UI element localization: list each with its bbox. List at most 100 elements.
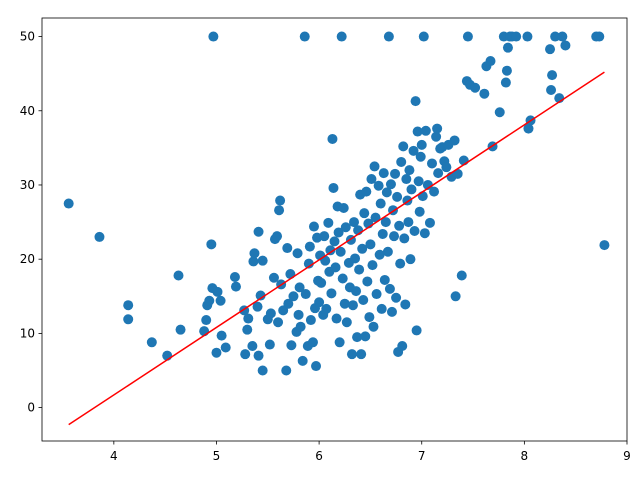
scatter-point	[295, 321, 306, 332]
scatter-point	[323, 217, 334, 228]
scatter-point	[230, 281, 241, 292]
scatter-point	[123, 314, 134, 325]
scatter-point	[413, 176, 424, 187]
scatter-point	[450, 291, 461, 302]
scatter-point	[550, 31, 561, 42]
scatter-point	[368, 321, 379, 332]
scatter-point	[300, 289, 311, 300]
x-tick-label: 4	[110, 449, 118, 463]
scatter-point	[283, 298, 294, 309]
y-tick-label: 50	[20, 30, 35, 44]
scatter-point	[326, 288, 337, 299]
scatter-point	[242, 324, 253, 335]
scatter-point	[360, 331, 371, 342]
scatter-point	[325, 245, 336, 256]
scatter-point	[335, 246, 346, 257]
y-tick-label: 40	[20, 104, 35, 118]
scatter-point	[282, 243, 293, 254]
scatter-point	[429, 186, 440, 197]
x-tick-label: 9	[623, 449, 631, 463]
scatter-point	[367, 260, 378, 271]
scatter-point	[378, 168, 389, 179]
scatter-point	[420, 125, 431, 136]
scatter-point	[331, 313, 342, 324]
scatter-point	[328, 182, 339, 193]
scatter-point	[208, 31, 219, 42]
scatter-point	[173, 270, 184, 281]
scatter-point	[386, 306, 397, 317]
scatter-point	[452, 168, 463, 179]
scatter-point	[545, 44, 556, 55]
scatter-point	[406, 184, 417, 195]
scatter-point	[370, 212, 381, 223]
scatter-point	[389, 231, 400, 242]
scatter-point	[211, 347, 222, 358]
scatter-point	[560, 40, 571, 51]
scatter-point	[63, 198, 74, 209]
scatter-point	[333, 227, 344, 238]
scatter-point	[369, 161, 380, 172]
y-tick-label: 0	[27, 401, 35, 415]
scatter-point	[201, 315, 212, 326]
scatter-point	[252, 301, 263, 312]
scatter-point	[396, 156, 407, 167]
scatter-point	[337, 273, 348, 284]
scatter-point	[358, 295, 369, 305]
scatter-point	[385, 179, 396, 190]
scatter-point	[449, 135, 460, 146]
scatter-point	[308, 221, 319, 232]
scatter-point	[546, 84, 557, 95]
scatter-point	[307, 337, 318, 348]
scatter-point	[303, 258, 314, 269]
scatter-point	[412, 126, 423, 137]
scatter-point	[485, 56, 496, 67]
scatter-point	[414, 206, 425, 217]
scatter-point	[272, 231, 283, 242]
scatter-point	[405, 254, 416, 265]
scatter-point	[557, 31, 568, 42]
scatter-point	[220, 342, 231, 353]
scatter-point	[456, 270, 467, 281]
scatter-point	[391, 292, 402, 303]
x-tick-label: 6	[315, 449, 323, 463]
scatter-point	[297, 355, 308, 366]
scatter-point	[375, 198, 386, 209]
scatter-point	[340, 222, 351, 233]
scatter-point	[253, 226, 264, 237]
scatter-point	[377, 228, 388, 239]
scatter-point	[268, 272, 279, 283]
scatter-point	[376, 303, 387, 314]
scatter-point	[257, 255, 268, 266]
scatter-point	[243, 313, 254, 324]
scatter-point	[299, 31, 310, 42]
scatter-point	[511, 31, 522, 42]
scatter-point	[462, 31, 473, 42]
scatter-point	[338, 202, 349, 213]
scatter-point	[249, 248, 260, 259]
scatter-point	[316, 277, 327, 288]
scatter-point	[379, 274, 390, 285]
scatter-point	[264, 339, 275, 350]
scatter-point	[501, 65, 512, 76]
scatter-point	[255, 290, 266, 301]
axes-frame	[41, 17, 628, 442]
scatter-point	[432, 123, 443, 134]
y-axis: 0 10 20 30 40 50	[20, 30, 42, 415]
scatter-point	[366, 174, 377, 185]
scatter-point	[275, 195, 286, 206]
scatter-point	[206, 239, 217, 250]
scatter-point	[257, 365, 268, 376]
scatter-point	[427, 158, 437, 169]
scatter-point	[304, 241, 315, 252]
scatter-point	[123, 300, 134, 311]
scatter-point	[417, 191, 428, 202]
scatter-point	[204, 295, 215, 306]
scatter-point	[314, 297, 325, 308]
scatter-point	[404, 165, 415, 176]
scatter-point	[286, 340, 297, 351]
scatter-point	[253, 350, 264, 361]
scatter-point	[339, 298, 350, 309]
scatter-point	[359, 208, 370, 219]
scatter-point	[381, 187, 392, 198]
scatter-point	[418, 31, 429, 42]
